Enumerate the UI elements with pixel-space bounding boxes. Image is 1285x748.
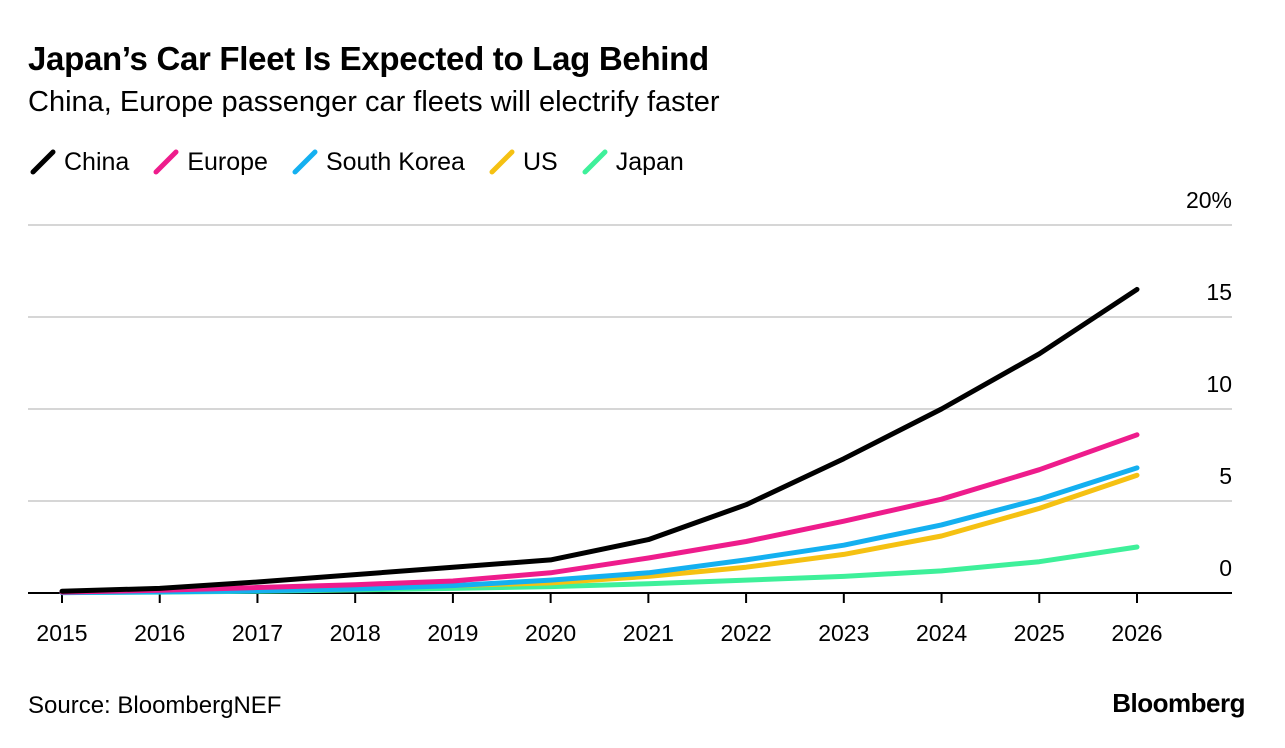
series-line-china <box>59 286 1140 594</box>
y-tick-label-10: 10 <box>1206 371 1232 397</box>
legend-label-south-korea: South Korea <box>325 147 465 176</box>
legend-item-us: US <box>487 147 558 177</box>
legend-swatch-china <box>30 149 56 175</box>
legend-item-europe: Europe <box>151 147 268 177</box>
x-tick-label-2024: 2024 <box>916 620 967 646</box>
legend-item-japan: Japan <box>580 147 684 177</box>
legend-item-south-korea: South Korea <box>290 147 465 177</box>
x-tick-label-2023: 2023 <box>818 620 869 646</box>
x-tick-label-2016: 2016 <box>134 620 185 646</box>
legend-label-europe: Europe <box>187 147 268 176</box>
legend-swatch-europe <box>153 149 179 175</box>
bloomberg-logo: Bloomberg <box>1112 688 1245 718</box>
series-line-europe <box>59 432 1140 595</box>
series-line-south-korea <box>59 465 1140 596</box>
x-tick-label-2015: 2015 <box>36 620 87 646</box>
x-tick-label-2017: 2017 <box>232 620 283 646</box>
source-note: Source: BloombergNEF <box>28 692 282 719</box>
legend: China Europe South Korea US Japan <box>28 144 706 180</box>
chart-title: Japan’s Car Fleet Is Expected to Lag Beh… <box>28 40 709 77</box>
legend-swatch-japan <box>582 149 608 175</box>
legend-label-japan: Japan <box>615 147 684 176</box>
x-tick-label-2020: 2020 <box>525 620 576 646</box>
y-tick-label-15: 15 <box>1206 279 1232 305</box>
legend-swatch-south-korea <box>292 149 318 175</box>
legend-item-china: China <box>28 147 129 177</box>
y-tick-label-0: 0 <box>1219 555 1232 581</box>
x-tick-label-2019: 2019 <box>427 620 478 646</box>
y-tick-label-5: 5 <box>1219 463 1232 489</box>
chart-subtitle: China, Europe passenger car fleets will … <box>28 86 720 118</box>
x-tick-label-2025: 2025 <box>1014 620 1065 646</box>
x-tick-label-2022: 2022 <box>721 620 772 646</box>
y-tick-label-20: 20% <box>1186 187 1232 213</box>
x-tick-label-2021: 2021 <box>623 620 674 646</box>
x-tick-label-2026: 2026 <box>1111 620 1162 646</box>
x-tick-label-2018: 2018 <box>330 620 381 646</box>
legend-label-us: US <box>522 147 558 176</box>
legend-label-china: China <box>64 147 130 176</box>
legend-swatch-us <box>489 149 515 175</box>
